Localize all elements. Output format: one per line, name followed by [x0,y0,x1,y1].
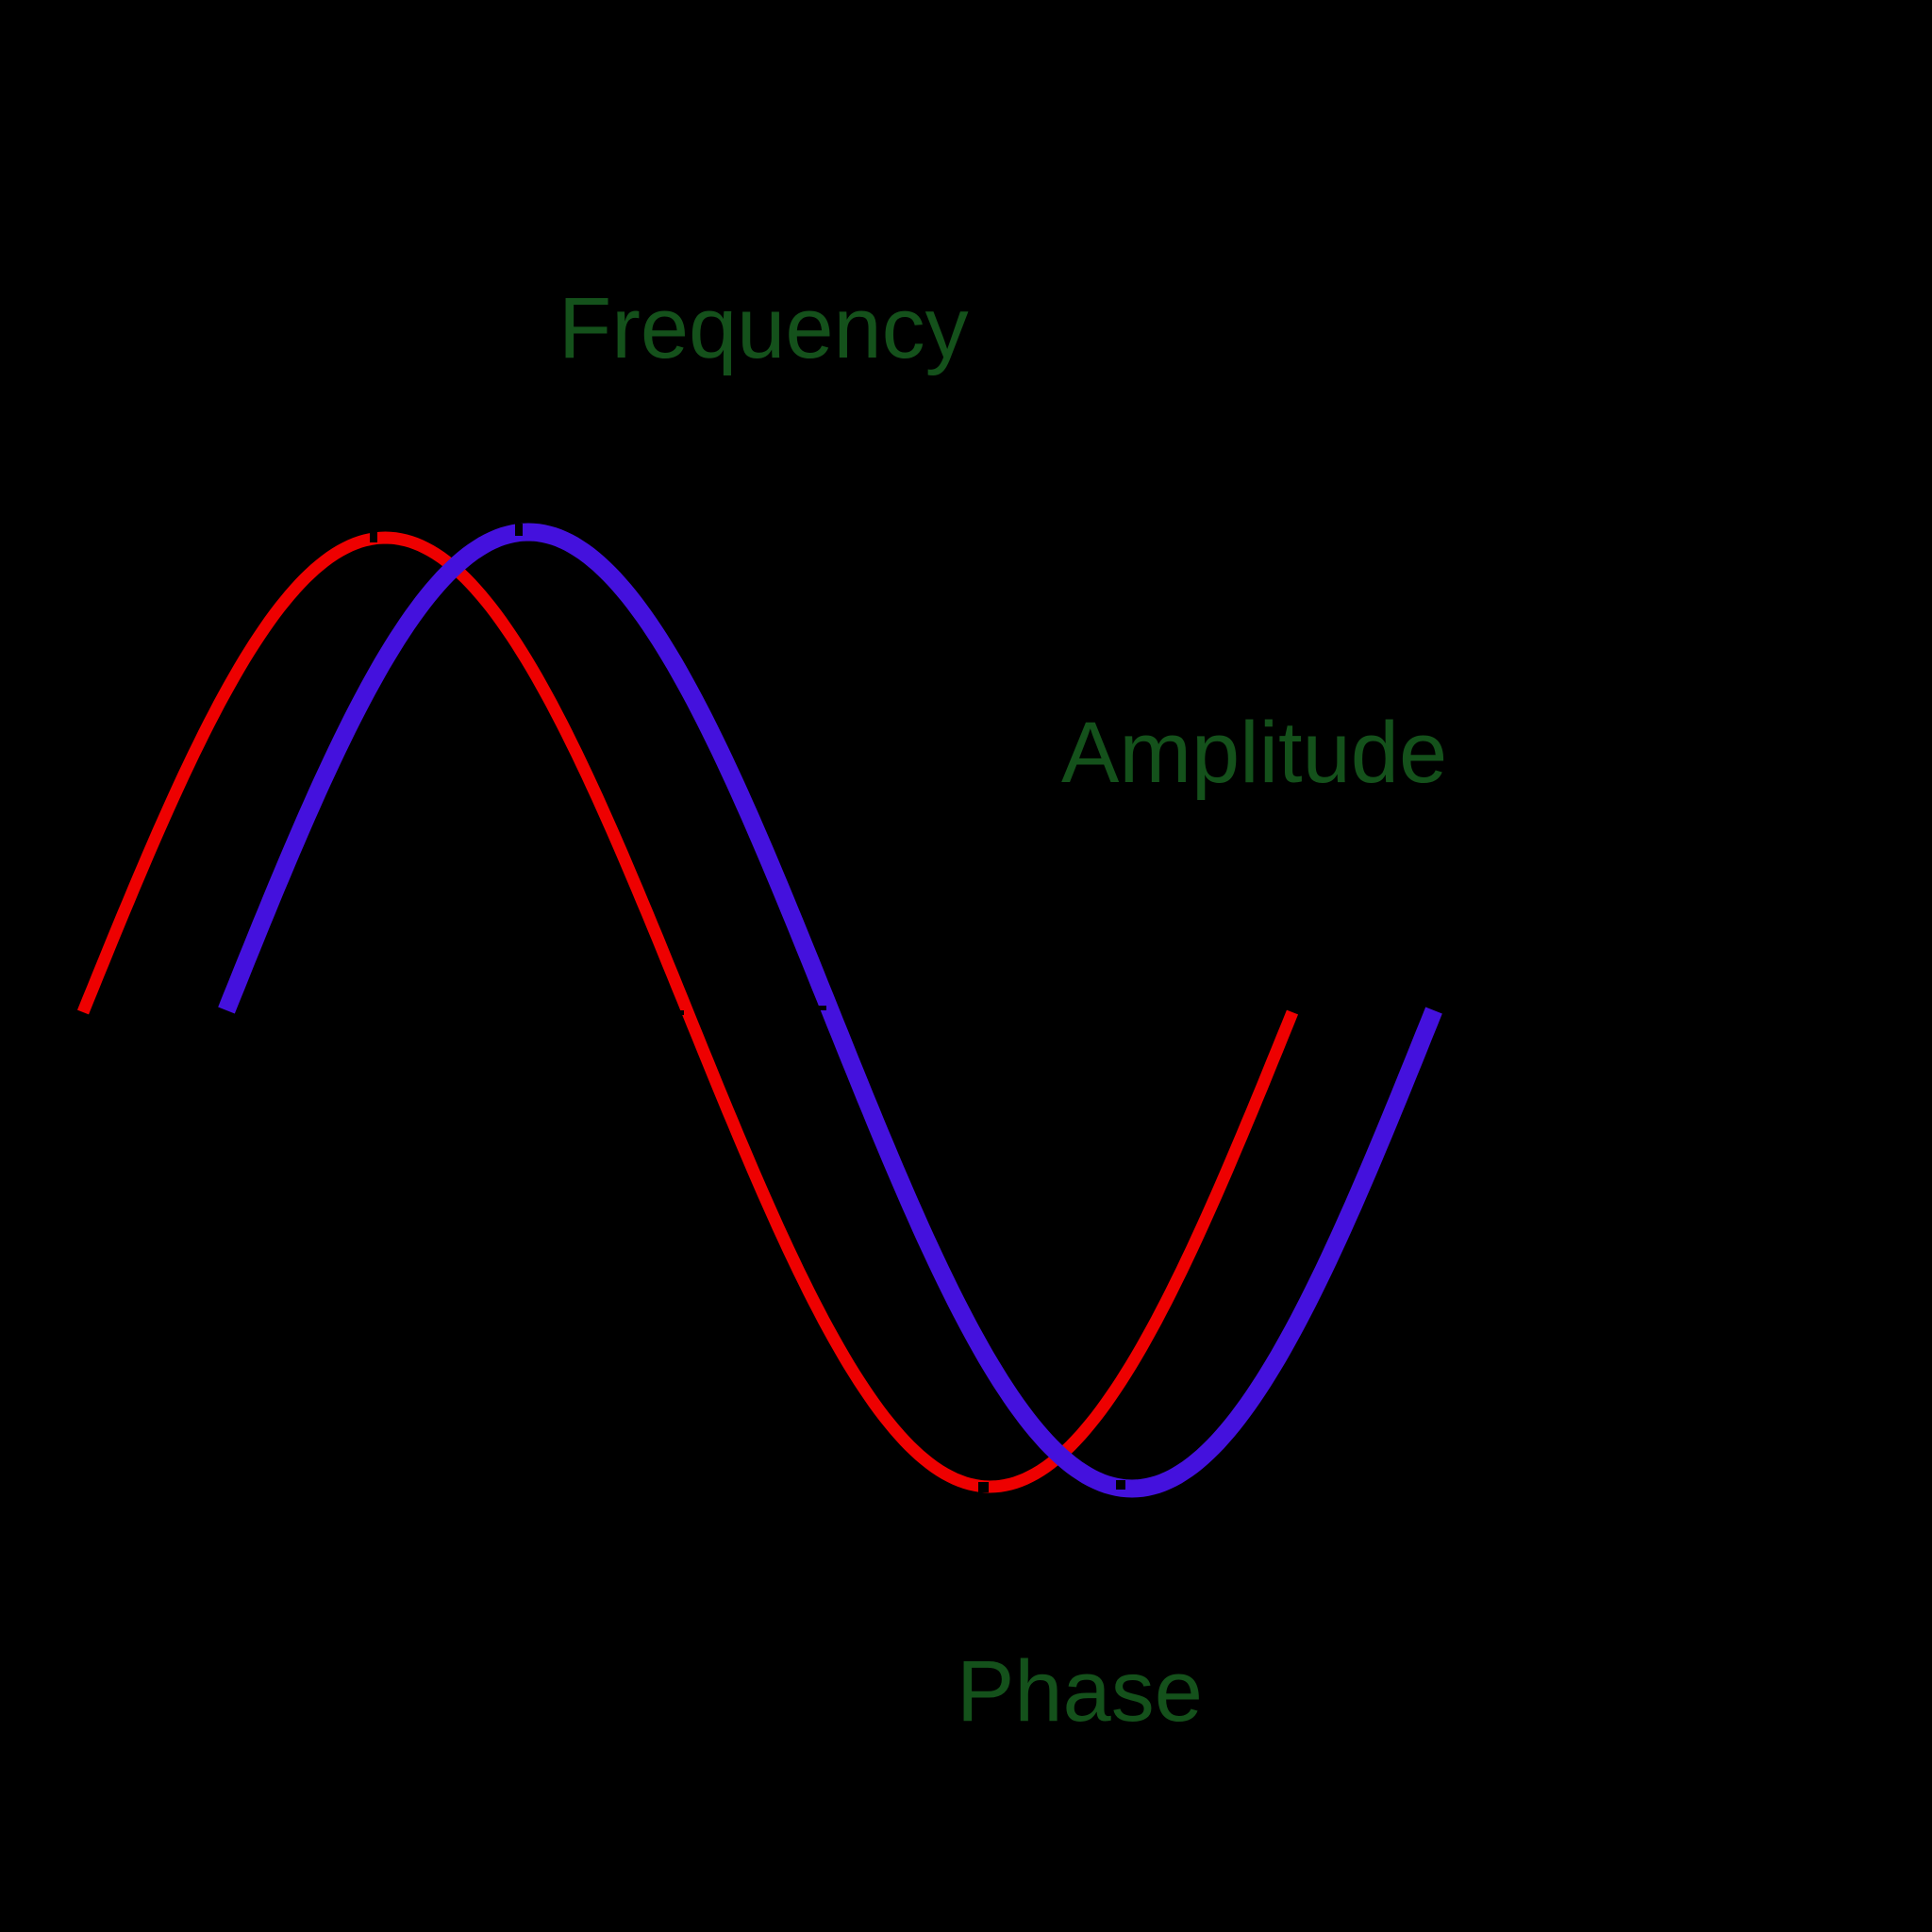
blue-sine-wave [218,523,1442,1498]
blue-peak-tick [515,524,523,536]
frequency-label: Frequency [558,280,969,376]
red-sine-wave [76,531,1299,1493]
blue-trough-tick [1116,1480,1125,1490]
amplitude-label: Amplitude [1061,705,1448,801]
phase-label: Phase [957,1643,1203,1740]
blue-midline-tick [804,1006,826,1010]
red-trough-tick [978,1482,989,1492]
red-midline-tick [659,1010,684,1015]
red-peak-tick [370,529,377,542]
